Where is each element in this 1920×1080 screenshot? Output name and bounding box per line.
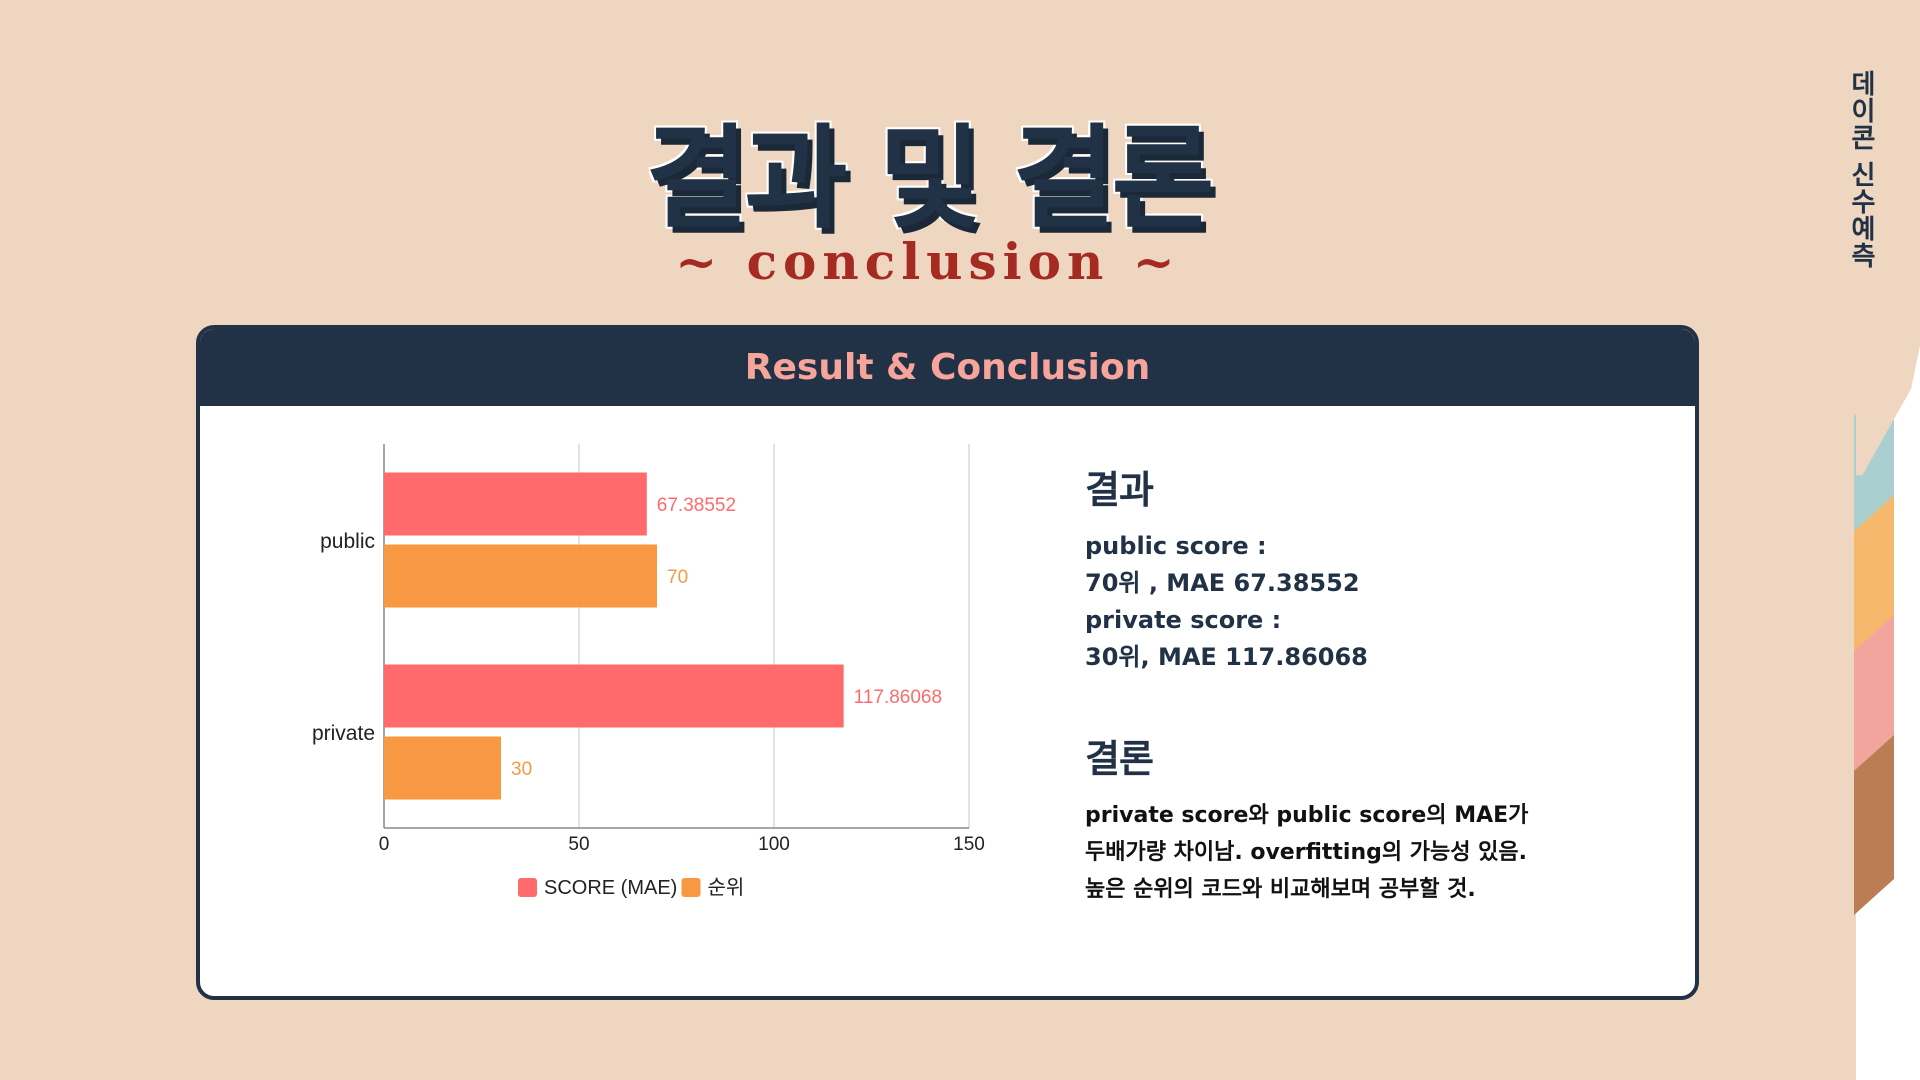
legend-label: 순위: [708, 876, 745, 899]
x-tick-label: 50: [568, 834, 589, 855]
bar: [384, 664, 844, 728]
public-score-label: public score :: [1085, 532, 1267, 560]
conclusion-heading: 결론: [1085, 737, 1154, 781]
result-heading: 결과: [1085, 468, 1154, 512]
legend-label: SCORE (MAE): [544, 877, 677, 899]
x-tick-label: 100: [758, 834, 790, 855]
conclusion-line-1: private score와 public score의 MAE가: [1085, 803, 1529, 828]
public-score-value: 70위 , MAE 67.38552: [1085, 569, 1360, 597]
page-title: 결과 및 결론: [645, 114, 1214, 244]
bar: [384, 544, 657, 608]
private-score-label: private score :: [1085, 606, 1282, 634]
category-label: private: [312, 722, 375, 745]
private-score-value: 30위, MAE 117.86068: [1085, 643, 1368, 671]
card-header: Result & Conclusion: [200, 329, 1695, 406]
x-tick-label: 0: [379, 834, 390, 855]
bar-chart: 0 50 100 150 public 67.38552 70 private 117.8606…: [312, 444, 985, 899]
bar: [384, 736, 501, 800]
data-label: 117.86068: [854, 687, 942, 708]
conclusion-line-3: 높은 순위의 코드와 비교해보며 공부할 것.: [1085, 877, 1476, 902]
side-label: 데이콘 신수예측: [1846, 70, 1876, 270]
data-label: 30: [511, 759, 532, 780]
result-card: Result & Conclusion 0 50 100 150 public 67.38…: [196, 325, 1699, 1000]
data-label: 70: [667, 567, 688, 588]
x-tick-label: 150: [953, 834, 985, 855]
card-header-title: Result & Conclusion: [744, 347, 1151, 388]
page-subtitle: ~ conclusion ~: [675, 232, 1181, 291]
category-label: public: [320, 530, 375, 553]
result-panel: 결과 public score : 70위 , MAE 67.38552 pri…: [1085, 459, 1665, 908]
bar: [384, 472, 647, 536]
data-label: 67.38552: [657, 495, 736, 516]
legend-swatch: [518, 878, 537, 897]
conclusion-line-2: 두배가량 차이남. overfitting의 가능성 있음.: [1085, 840, 1527, 865]
legend-swatch: [681, 878, 701, 897]
